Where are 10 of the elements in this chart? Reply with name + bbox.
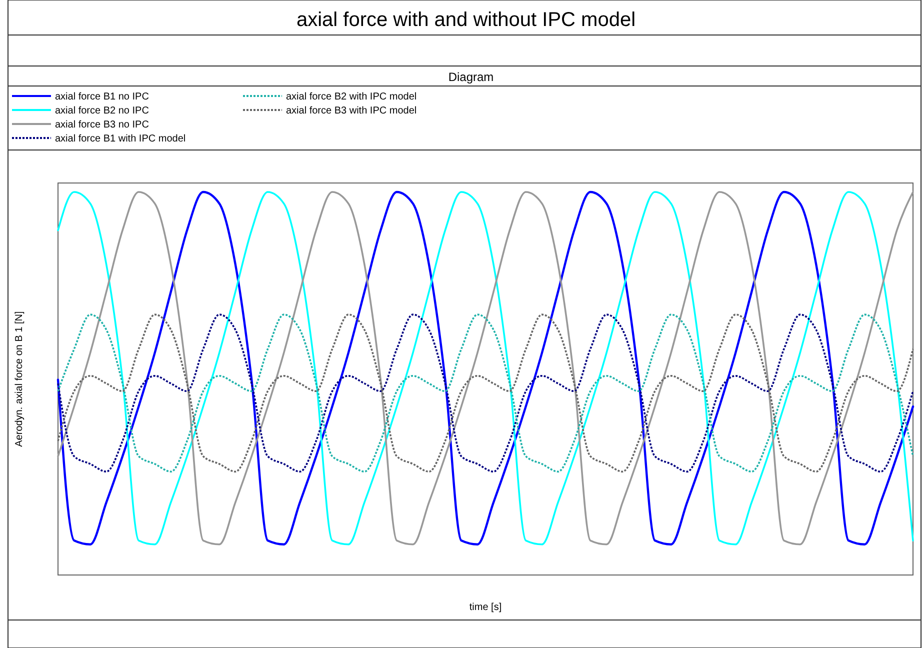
legend-label: axial force B2 with IPC model bbox=[286, 92, 417, 102]
chart-subtitle: Diagram bbox=[448, 70, 494, 84]
chart-title: axial force with and without IPC model bbox=[296, 9, 636, 31]
x-axis-title: time [s] bbox=[469, 602, 502, 613]
legend-label: axial force B3 no IPC bbox=[55, 120, 149, 130]
legend-label: axial force B3 with IPC model bbox=[286, 106, 417, 116]
legend-label: axial force B1 with IPC model bbox=[55, 134, 186, 144]
y-axis-title: Aerodyn. axial force on B 1 [N] bbox=[14, 310, 25, 447]
legend-label: axial force B1 no IPC bbox=[55, 92, 149, 102]
legend-label: axial force B2 no IPC bbox=[55, 106, 149, 116]
